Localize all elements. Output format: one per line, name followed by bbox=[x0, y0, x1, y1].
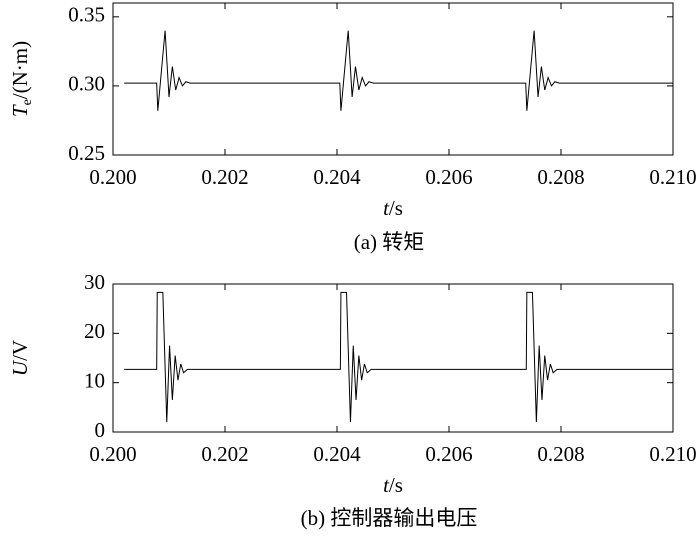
x-tick-label: 0.206 bbox=[425, 165, 472, 189]
y-axis-label: U/V bbox=[8, 340, 32, 376]
data-line bbox=[124, 291, 673, 423]
plot-frame bbox=[112, 2, 674, 156]
y-tick-label: 30 bbox=[84, 270, 105, 294]
x-axis-label: t/s bbox=[383, 196, 403, 220]
caption: (b) 控制器输出电压 bbox=[301, 506, 478, 530]
y-tick-label: 0.25 bbox=[68, 141, 105, 165]
x-tick-label: 0.204 bbox=[313, 442, 361, 466]
caption: (a) 转矩 bbox=[354, 230, 425, 254]
y-label-symbol: T bbox=[8, 104, 32, 117]
y-label-subscript: e bbox=[20, 99, 35, 105]
x-tick-label: 0.208 bbox=[537, 165, 584, 189]
x-tick-label: 0.210 bbox=[649, 442, 696, 466]
x-label-symbol: t bbox=[383, 196, 390, 220]
y-tick-label: 20 bbox=[84, 319, 105, 343]
x-tick-label: 0.206 bbox=[425, 442, 472, 466]
x-axis-label: t/s bbox=[383, 473, 403, 497]
y-tick-label: 0.30 bbox=[68, 72, 105, 96]
x-label-unit: /s bbox=[389, 473, 403, 497]
x-tick-label: 0.204 bbox=[313, 165, 361, 189]
y-tick-label: 0 bbox=[95, 418, 106, 442]
y-label-symbol: U bbox=[8, 359, 32, 376]
y-label-unit: /V bbox=[8, 340, 32, 361]
x-tick-label: 0.210 bbox=[649, 165, 696, 189]
y-tick-label: 10 bbox=[84, 368, 105, 392]
plot-frame bbox=[112, 283, 674, 433]
x-tick-label: 0.200 bbox=[89, 165, 136, 189]
x-tick-label: 0.200 bbox=[89, 442, 136, 466]
y-tick-label: 0.35 bbox=[68, 3, 105, 27]
y-axis-label: Te/(N·m) bbox=[8, 41, 35, 117]
y-label-unit: /(N·m) bbox=[8, 41, 32, 99]
x-label-symbol: t bbox=[383, 473, 390, 497]
x-tick-label: 0.208 bbox=[537, 442, 584, 466]
data-line bbox=[124, 30, 673, 111]
x-tick-label: 0.202 bbox=[201, 165, 248, 189]
x-tick-label: 0.202 bbox=[201, 442, 248, 466]
x-label-unit: /s bbox=[389, 196, 403, 220]
